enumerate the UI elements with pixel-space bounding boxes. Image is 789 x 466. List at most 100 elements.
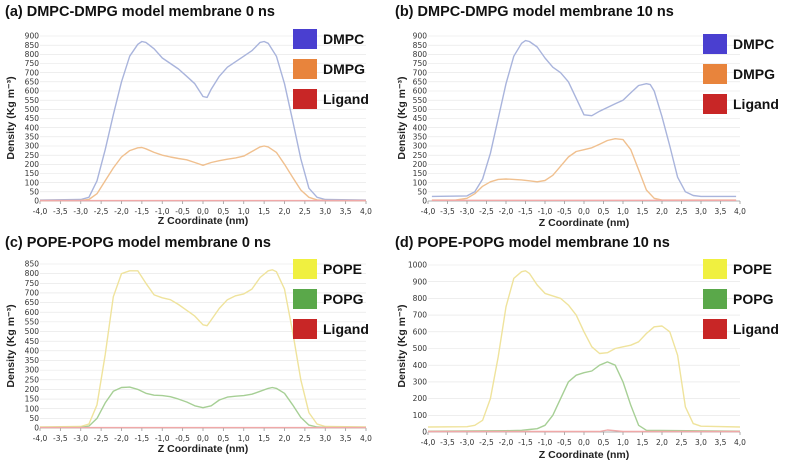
legend-swatch-ligand (293, 319, 317, 339)
x-tick-label: 1,0 (238, 207, 250, 216)
y-tick-label: 200 (413, 394, 428, 403)
y-tick-label: 850 (413, 41, 428, 50)
x-axis-label: Z Coordinate (nm) (539, 449, 629, 461)
legend-swatch-dmpc (293, 29, 317, 49)
legend-label-ligand: Ligand (733, 321, 779, 337)
y-tick-label: 50 (417, 187, 427, 196)
chart-panel-4: (d) POPE-POPG model membrane 10 ns 0 100 20… (395, 235, 779, 461)
x-tick-label: 3,0 (319, 207, 331, 216)
x-tick-label: -0,5 (557, 438, 572, 447)
y-tick-label: 350 (25, 132, 40, 141)
x-tick-label: -2,5 (94, 434, 109, 443)
x-tick-label: -1,0 (155, 207, 170, 216)
series-line-pope (39, 269, 367, 428)
y-tick-label: 650 (25, 298, 40, 307)
legend: POPE POPG Ligand (293, 259, 369, 339)
x-tick-label: -3,0 (460, 438, 475, 447)
chart-panel-2: (b) DMPC-DMPG model membrane 10 ns 050100… (395, 4, 779, 229)
legend-label-dmpc: DMPC (323, 31, 364, 47)
x-tick-label: 0,0 (197, 207, 209, 216)
y-tick-label: 50 (29, 414, 39, 423)
x-tick-label: 3,5 (340, 207, 352, 216)
x-tick-label: -2,0 (499, 438, 514, 447)
legend-swatch-popg (293, 289, 317, 309)
x-tick-label: 2,5 (299, 434, 311, 443)
x-tick-label: 0,0 (578, 207, 590, 216)
x-tick-label: -2,5 (94, 207, 109, 216)
y-tick-label: 400 (25, 346, 40, 355)
y-tick-label: 900 (413, 277, 428, 286)
y-tick-label: 550 (25, 96, 40, 105)
x-tick-label: -3,0 (460, 207, 475, 216)
x-tick-label: 0,5 (217, 207, 229, 216)
y-tick-label: 550 (413, 96, 428, 105)
y-tick-label: 450 (25, 337, 40, 346)
y-tick-label: 0 (34, 197, 39, 206)
y-tick-label: 250 (25, 375, 40, 384)
y-tick-label: 650 (413, 77, 428, 86)
x-tick-label: -4,0 (421, 438, 436, 447)
y-tick-label: 800 (25, 269, 40, 278)
legend-swatch-ligand (703, 319, 727, 339)
x-tick-label: 4,0 (360, 207, 372, 216)
y-tick-label: 0 (34, 424, 39, 433)
y-tick-label: 650 (25, 77, 40, 86)
y-tick-label: 200 (25, 385, 40, 394)
y-tick-label: 0 (422, 428, 427, 437)
x-tick-label: -1,5 (518, 207, 533, 216)
y-tick-label: 350 (25, 356, 40, 365)
y-tick-label: 50 (29, 187, 39, 196)
y-tick-label: 750 (413, 59, 428, 68)
x-tick-label: -0,5 (175, 207, 190, 216)
x-tick-label: -4,0 (421, 207, 436, 216)
x-tick-label: 1,5 (258, 207, 270, 216)
x-tick-label: 4,0 (734, 207, 746, 216)
y-tick-label: 500 (25, 105, 40, 114)
legend-label-dmpc: DMPC (733, 36, 774, 52)
x-tick-label: 0,0 (197, 434, 209, 443)
legend-swatch-dmpc (703, 34, 727, 54)
y-tick-label: 500 (25, 327, 40, 336)
chart-title: (c) POPE-POPG model membrane 0 ns (5, 235, 271, 251)
x-tick-label: 3,5 (340, 434, 352, 443)
series-line-pope (427, 270, 741, 428)
x-tick-label: -3,0 (73, 434, 88, 443)
x-tick-label: -3,0 (73, 207, 88, 216)
legend-swatch-dmpg (293, 59, 317, 79)
x-tick-label: -1,5 (518, 438, 533, 447)
y-tick-label: 450 (25, 114, 40, 123)
y-tick-label: 850 (25, 41, 40, 50)
y-tick-label: 200 (25, 160, 40, 169)
legend-label-pope: POPE (733, 261, 772, 277)
y-tick-label: 600 (413, 327, 428, 336)
legend-swatch-ligand (293, 89, 317, 109)
x-tick-label: -2,0 (114, 434, 129, 443)
y-tick-label: 850 (25, 260, 40, 269)
chart-panel-3: (c) POPE-POPG model membrane 0 ns0501001… (5, 235, 372, 455)
y-tick-label: 100 (413, 411, 428, 420)
x-tick-label: -2,5 (479, 438, 494, 447)
y-axis-label: Density (Kg m⁻³) (396, 304, 408, 387)
y-tick-label: 700 (25, 68, 40, 77)
series-line-popg (427, 361, 741, 432)
y-tick-label: 350 (413, 132, 428, 141)
x-tick-label: 3,0 (695, 207, 707, 216)
y-tick-label: 600 (413, 87, 428, 96)
x-tick-label: -1,0 (155, 434, 170, 443)
x-axis-label: Z Coordinate (nm) (158, 215, 248, 227)
x-tick-label: -1,0 (538, 438, 553, 447)
y-tick-label: 250 (25, 151, 40, 160)
x-tick-label: 4,0 (734, 438, 746, 447)
x-tick-label: 0,5 (217, 434, 229, 443)
y-tick-label: 300 (25, 366, 40, 375)
series-line-dmpg (39, 145, 367, 202)
legend-swatch-popg (703, 289, 727, 309)
legend: POPE POPG Ligand (703, 259, 779, 339)
x-tick-label: -2,0 (114, 207, 129, 216)
series-line-dmpc (431, 39, 737, 198)
x-tick-label: -1,5 (135, 434, 150, 443)
y-tick-label: 750 (25, 279, 40, 288)
y-tick-label: 150 (413, 169, 428, 178)
series-line-dmpc (39, 40, 367, 201)
